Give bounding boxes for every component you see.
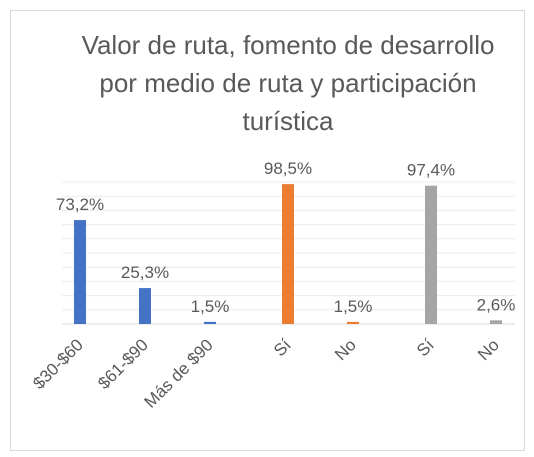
chart-title: Valor de ruta, fomento de desarrollo por … xyxy=(82,30,495,136)
bar xyxy=(425,185,437,324)
bar xyxy=(282,184,294,324)
bar xyxy=(347,321,359,324)
bar xyxy=(490,320,502,324)
data-label: 1,5% xyxy=(191,297,230,316)
data-label: 98,5% xyxy=(264,159,312,178)
data-label: 1,5% xyxy=(334,297,373,316)
bar xyxy=(74,220,86,324)
data-label: 73,2% xyxy=(56,195,104,214)
bar xyxy=(204,321,216,324)
data-label: 97,4% xyxy=(407,161,455,180)
data-label: 25,3% xyxy=(121,263,169,282)
chart-frame xyxy=(10,10,525,451)
bar xyxy=(139,288,151,324)
data-label: 2,6% xyxy=(477,295,516,314)
